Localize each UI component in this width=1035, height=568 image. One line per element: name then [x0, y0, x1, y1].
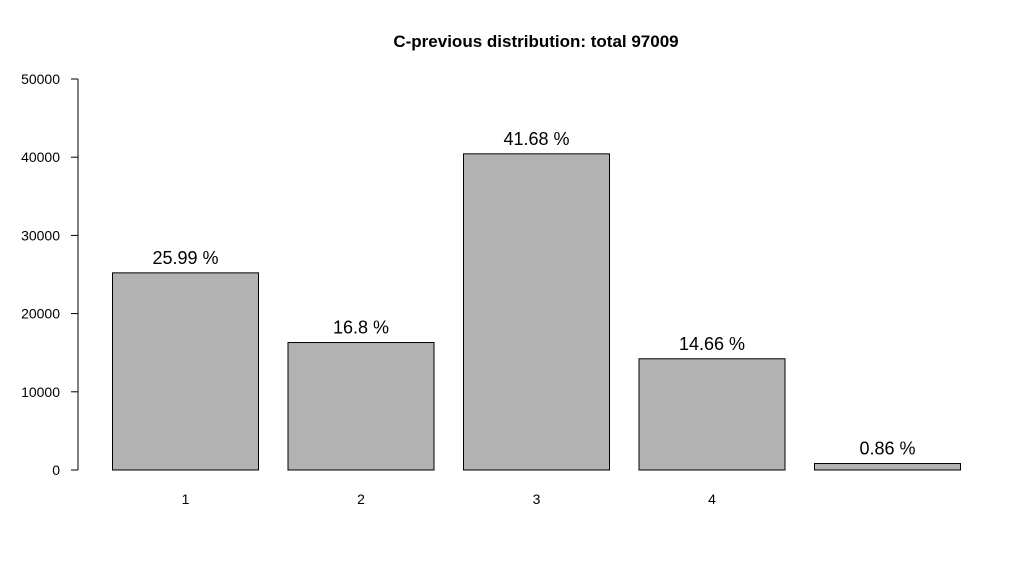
- y-tick-label: 40000: [21, 149, 60, 165]
- bar-data-label: 14.66 %: [679, 334, 745, 354]
- x-tick-label: 2: [357, 491, 365, 507]
- x-tick-label: 4: [708, 491, 716, 507]
- data-labels: 25.99 % 16.8 % 41.68 % 14.66 % 0.86 %: [152, 129, 915, 459]
- bar: [463, 153, 610, 471]
- bar: [638, 358, 786, 471]
- bar: [814, 463, 961, 471]
- bar: [112, 272, 259, 471]
- bar-data-label: 41.68 %: [503, 129, 569, 149]
- y-tick-label: 10000: [21, 384, 60, 400]
- bars: [112, 153, 961, 471]
- y-tick-label: 50000: [21, 71, 60, 87]
- y-tick-label: 0: [52, 462, 60, 478]
- y-tick-label: 30000: [21, 227, 60, 243]
- bar: [287, 342, 435, 471]
- bar-data-label: 25.99 %: [152, 248, 218, 268]
- x-tick-label: 3: [533, 491, 541, 507]
- chart-title: C-previous distribution: total 97009: [393, 32, 678, 51]
- y-axis: 0 10000 20000 30000 40000 50000: [21, 71, 79, 478]
- x-tick-labels: 1 2 3 4: [182, 491, 717, 507]
- x-tick-label: 1: [182, 491, 190, 507]
- bar-data-label: 16.8 %: [333, 318, 389, 338]
- y-tick-label: 20000: [21, 306, 60, 322]
- bar-data-label: 0.86 %: [859, 439, 915, 459]
